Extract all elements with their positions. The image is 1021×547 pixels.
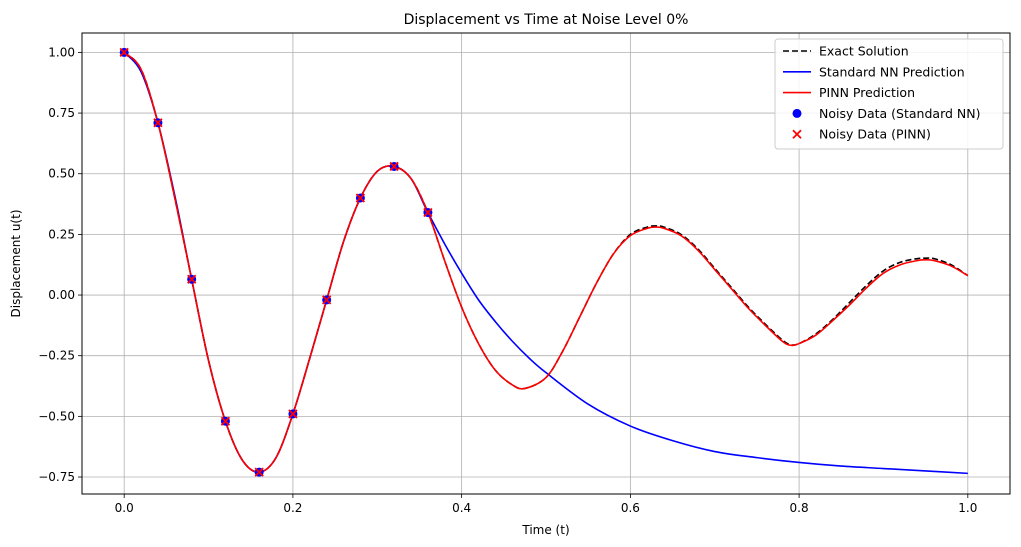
legend-entry-pinn-prediction: PINN Prediction <box>783 85 915 100</box>
y-tick-label: 0.75 <box>48 106 75 120</box>
legend-label: Noisy Data (Standard NN) <box>819 106 980 121</box>
legend-entry-standard-nn-prediction: Standard NN Prediction <box>783 64 965 79</box>
legend-label: PINN Prediction <box>819 85 915 100</box>
legend-swatch <box>792 129 802 139</box>
data-point-noisy-data-pinn <box>119 47 129 58</box>
legend-entry-exact-solution: Exact Solution <box>783 44 909 59</box>
x-marker-stroke <box>119 47 129 58</box>
x-marker-stroke <box>254 467 264 477</box>
legend: Exact Solution Standard NN Prediction PINN… <box>774 38 1004 150</box>
axis-ticks: 0.0 0.2 0.4 0.6 0.8 1.0 −0.75 −0.50 −0.25 0.00 0.2… <box>38 45 977 515</box>
grid <box>82 33 1010 494</box>
series-line-pinn-prediction <box>123 51 969 473</box>
x-marker-stroke <box>389 161 399 172</box>
data-point-noisy-data-pinn <box>187 274 197 284</box>
y-tick-label: 0.50 <box>48 167 75 181</box>
x-marker-stroke <box>423 207 433 218</box>
x-axis-label: Time (t) <box>521 523 569 537</box>
chart-title: Displacement vs Time at Noise Level 0% <box>404 12 689 28</box>
x-marker-stroke <box>322 295 332 305</box>
x-tick-label: 0.2 <box>283 501 302 515</box>
data-point-noisy-data-pinn <box>389 161 399 172</box>
data-point-noisy-data-pinn <box>153 118 163 128</box>
y-tick-label: −0.25 <box>38 349 75 363</box>
legend-label: Standard NN Prediction <box>819 64 965 79</box>
legend-swatch <box>792 108 802 118</box>
x-tick-label: 0.4 <box>452 501 471 515</box>
y-tick-label: 0.00 <box>48 288 75 302</box>
plot-frame <box>81 32 1011 495</box>
x-tick-label: 0.0 <box>115 501 134 515</box>
y-tick-label: −0.75 <box>38 470 75 484</box>
x-marker-stroke <box>355 193 366 203</box>
legend-label: Noisy Data (PINN) <box>819 127 931 142</box>
data-point-noisy-data-pinn <box>220 416 231 426</box>
x-marker-stroke <box>288 409 298 419</box>
data-point-noisy-data-pinn <box>355 193 366 203</box>
legend-box <box>774 38 1004 150</box>
y-axis-label: Displacement u(t) <box>9 210 23 318</box>
legend-entry-noisy-data-pinn: Noisy Data (PINN) <box>792 127 931 142</box>
x-tick-label: 0.6 <box>621 501 640 515</box>
legend-entry-noisy-data-standard-nn: Noisy Data (Standard NN) <box>792 106 980 121</box>
data-point-noisy-data-pinn <box>288 409 298 419</box>
x-tick-label: 1.0 <box>958 501 977 515</box>
data-point-noisy-data-pinn <box>254 467 264 477</box>
data-point-noisy-data-pinn <box>322 295 332 305</box>
plot-series <box>119 47 969 477</box>
y-tick-label: 0.25 <box>48 227 75 241</box>
legend-label: Exact Solution <box>819 44 909 59</box>
x-tick-label: 0.8 <box>790 501 809 515</box>
x-marker-stroke <box>153 118 163 128</box>
y-tick-label: 1.00 <box>48 45 75 59</box>
data-point-noisy-data-pinn <box>423 207 433 218</box>
x-marker-stroke <box>220 416 231 426</box>
x-marker-stroke <box>187 274 197 284</box>
y-tick-label: −0.50 <box>38 409 75 423</box>
